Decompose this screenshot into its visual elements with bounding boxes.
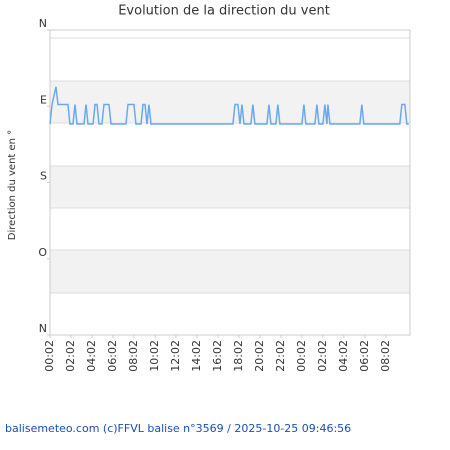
band — [50, 250, 410, 293]
x-tick-label: 12:02 — [169, 340, 182, 372]
x-tick-label: 04:02 — [337, 340, 350, 372]
x-tick-label: 18:02 — [232, 340, 245, 372]
y-tick-label: O — [38, 246, 47, 259]
x-tick-label: 06:02 — [358, 340, 371, 372]
y-tick-label: N — [39, 17, 47, 30]
y-tick-label: E — [40, 93, 47, 106]
y-axis-label: Direction du vent en ° — [7, 130, 18, 240]
x-tick-label: 20:02 — [253, 340, 266, 372]
x-tick-label: 08:02 — [127, 340, 140, 372]
x-tick-label: 00:02 — [43, 340, 56, 372]
x-tick-label: 00:02 — [295, 340, 308, 372]
x-tick-label: 02:02 — [316, 340, 329, 372]
x-tick-label: 16:02 — [211, 340, 224, 372]
band — [50, 166, 410, 208]
footer: balisemeteo.com (c)FFVL balise n°3569 / … — [5, 422, 351, 435]
x-tick-label: 06:02 — [106, 340, 119, 372]
x-tick-label: 08:02 — [379, 340, 392, 372]
x-tick-label: 22:02 — [274, 340, 287, 372]
y-tick-label: S — [40, 170, 47, 183]
series-line — [49, 86, 409, 125]
x-tick-label: 04:02 — [85, 340, 98, 372]
bands-lines — [50, 37, 410, 294]
chart-title: Evolution de la direction du vent — [118, 4, 330, 19]
x-tick-label: 02:02 — [64, 340, 77, 372]
x-tick-label: 10:02 — [148, 340, 161, 372]
band — [50, 81, 410, 123]
y-tick-label: N — [39, 322, 47, 335]
x-tick-label: 14:02 — [190, 340, 203, 372]
